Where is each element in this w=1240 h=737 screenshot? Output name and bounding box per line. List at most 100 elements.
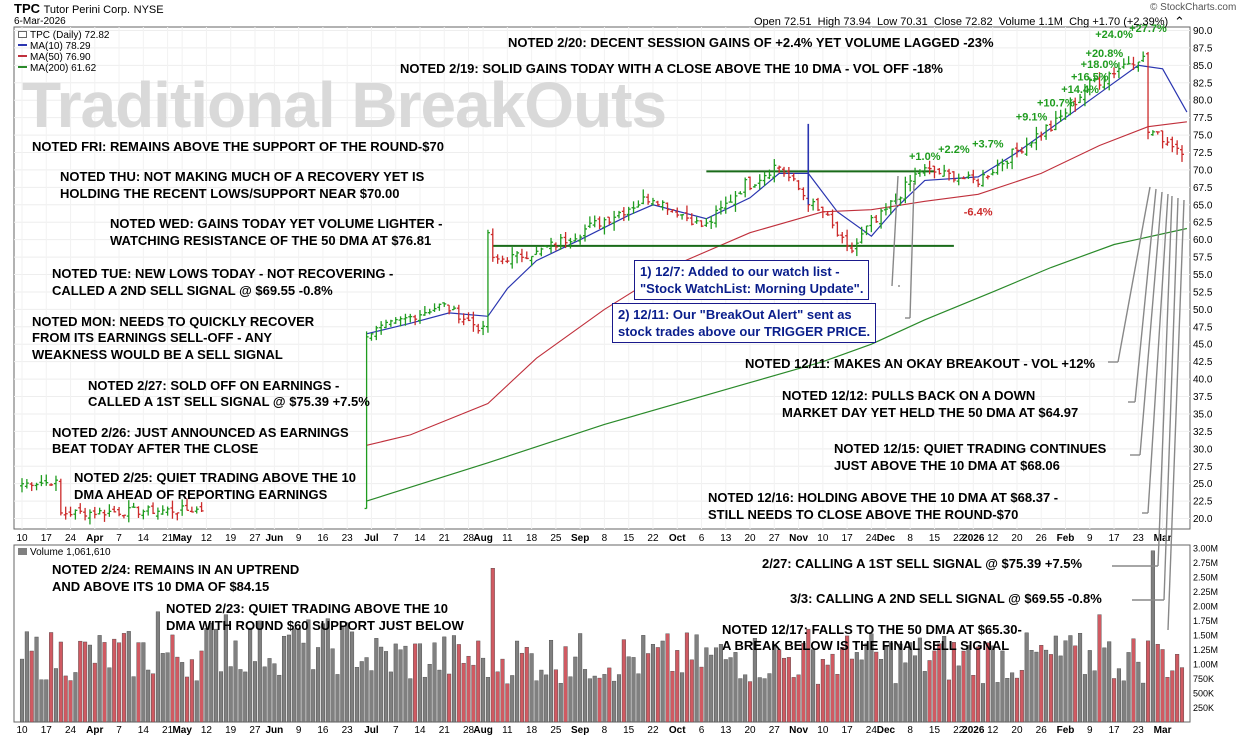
volume-bar [1116,668,1121,723]
volume-bar [942,636,947,723]
volume-bar [830,653,835,723]
volume-bar [544,674,549,723]
date-tick-label: 22 [647,533,659,544]
legend-ma50-text: MA(50) 76.90 [30,52,91,63]
date-tick-label: Sep [571,533,589,544]
volume-bar [966,645,971,723]
volume-bar [602,674,607,723]
volume-bar [286,634,291,723]
note-2-26-line2: BEAT TODAY AFTER THE CLOSE [52,441,259,456]
volume-bar [102,642,107,723]
volume-bar [1082,674,1087,723]
volume-bar [563,646,568,723]
volume-bar [534,680,539,723]
date-tick-label: 19 [225,533,237,544]
date-tick-label-lower: 27 [249,725,261,736]
volume-bar [451,635,456,723]
price-tick-label: 67.5 [1193,183,1213,194]
volume-bar [772,643,777,723]
price-tick-label: 70.0 [1193,165,1213,176]
volume-bar [437,669,442,723]
volume-bar [379,646,384,723]
price-tick-label: 57.5 [1193,253,1213,264]
legend-ma200-swatch [18,66,27,68]
note-12-16-line2: STILL NEEDS TO CLOSE ABOVE THE ROUND-$70 [708,507,1019,522]
date-tick-label-lower: 12 [987,725,999,736]
volume-bar [791,677,796,723]
volume-bar [24,631,29,723]
volume-bar [354,667,359,723]
volume-bar [781,657,787,723]
volume-bar [704,647,709,723]
volume-tick-label: 250K [1193,703,1214,713]
volume-bar [417,643,423,723]
volume-bar [796,674,801,723]
grid [14,27,1190,529]
volume-bar [835,674,840,723]
scroll-chevron-icon[interactable]: ⌃ [1174,14,1185,29]
company-name: Tutor Perini Corp. [43,4,131,16]
date-tick-label-lower: 7 [393,725,399,736]
volume-bar [815,683,821,723]
volume-bar [985,642,990,723]
volume-bar [1141,682,1146,723]
volume-bar [762,678,767,723]
leader-line [1134,188,1157,403]
volume-bar [786,657,791,723]
date-tick-label: 14 [138,533,150,544]
percent-label: +14.4% [1061,84,1099,96]
volume-bar [874,651,879,723]
price-tick-label: 32.5 [1193,427,1213,438]
date-tick-label-lower: 26 [1036,725,1048,736]
volume-bar [956,665,961,723]
volume-bar [243,671,248,723]
volume-bar [97,635,102,723]
volume-bar [350,631,355,723]
volume-bar [427,664,432,723]
note-2-23-line1: NOTED 2/23: QUIET TRADING ABOVE THE 10 [166,601,448,616]
volume-bar [961,650,966,723]
volume-bar [879,659,884,723]
volume-axis: 3.00M 2.75M 2.50M 2.25M 2.00M 1.75M 1.50M 1.25M… [1193,543,1218,713]
volume-bar [413,643,418,723]
volume-bar [1136,661,1141,723]
volume-bar [777,649,782,723]
date-tick-label: 6 [699,533,705,544]
date-tick-label: 21 [162,533,174,544]
volume-bar [699,666,704,723]
price-tick-label: 62.5 [1193,218,1213,229]
date-tick-label: 9 [296,533,302,544]
watermark: Traditional BreakOuts [22,69,667,141]
price-tick-label: 77.5 [1193,113,1213,124]
note-2-23-line2: DMA WITH ROUND $60 SUPPORT JUST BELOW [166,618,464,633]
price-tick-label: 20.0 [1193,514,1213,525]
volume-bar [223,614,228,723]
volume-bar [121,633,126,723]
date-tick-label: Jun [265,533,283,544]
legend-price-text: TPC (Daily) 72.82 [30,30,110,41]
volume-bar [675,650,680,723]
volume-bar [1092,670,1097,723]
volume-bar [500,658,505,723]
date-tick-label: Nov [789,533,808,544]
date-tick-label-lower: 22 [953,725,965,736]
volume-bar [257,620,262,723]
volume-bar [869,633,874,723]
volume-bar [53,668,58,723]
volume-bar [68,680,73,723]
volume-bar [694,634,699,723]
date-tick-label: 7 [116,533,122,544]
volume-bar [272,663,277,723]
note-2-25-line2: DMA AHEAD OF REPORTING EARNINGS [74,487,328,502]
volume-bar [233,640,238,723]
date-tick-label-lower: 20 [1011,725,1023,736]
volume-tick-label: 2.00M [1193,601,1218,611]
volume-bar [893,683,898,723]
note-2-27-signal: 2/27: CALLING A 1ST SELL SIGNAL @ $75.39… [762,556,1083,571]
volume-bar [558,683,563,723]
volume-bar [277,674,282,723]
volume-bar [917,637,922,723]
price-panel-frame [13,26,1191,530]
chart-title: TPC Tutor Perini Corp. NYSE [14,1,164,16]
chart-date: 6-Mar-2026 [14,16,66,27]
